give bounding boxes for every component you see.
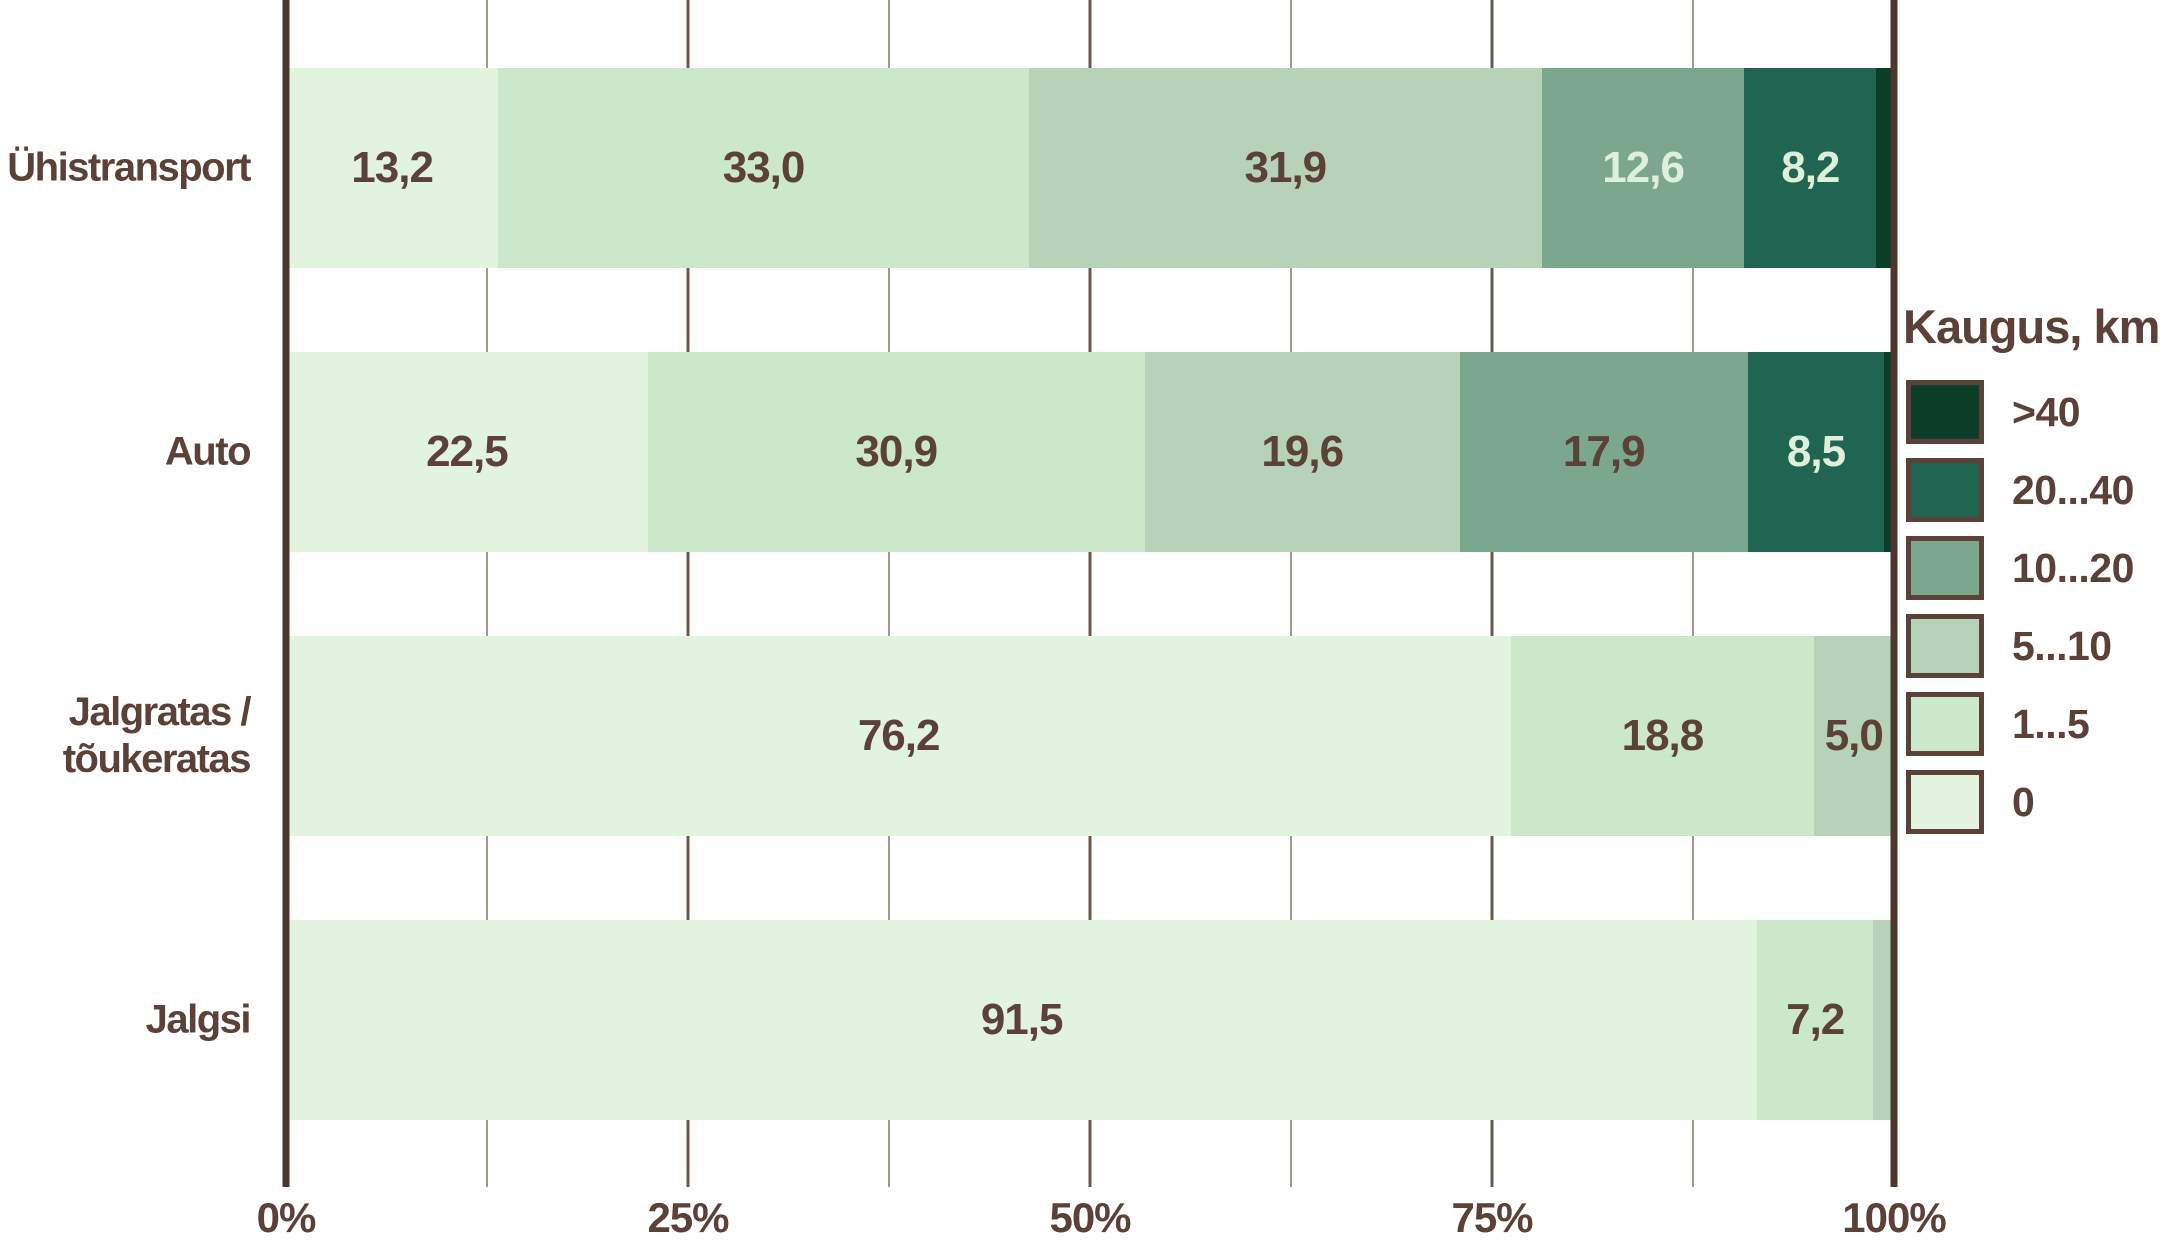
segment-value-label: 8,2 xyxy=(1781,143,1840,192)
grid-line xyxy=(686,0,690,1187)
segment-value-label: 13,2 xyxy=(351,143,434,192)
segment-value-label: 17,9 xyxy=(1562,427,1646,476)
bar-segment: 7,2 xyxy=(1757,920,1874,1120)
grid-line xyxy=(1490,0,1494,1187)
x-axis-tick-label: 75% xyxy=(1451,1194,1533,1241)
segment-value-label: 7,2 xyxy=(1786,995,1845,1044)
category-label: Auto xyxy=(0,428,252,475)
legend-entry-label: 0 xyxy=(2012,778,2035,825)
legend-swatch xyxy=(1906,536,1984,600)
bar-segment: 22,5 xyxy=(286,352,648,552)
bar-segment: 33,0 xyxy=(498,68,1029,268)
legend-entry-label: 1...5 xyxy=(2012,700,2090,747)
bar-row: 13,2 33,0 31,9 12,6 8,2 xyxy=(286,68,1894,268)
bar-segment xyxy=(1876,68,1894,268)
bar-segment: 91,5 xyxy=(286,920,1758,1120)
bar-row: 76,2 18,8 5,0 xyxy=(286,636,1894,836)
grid-line xyxy=(486,0,488,1187)
category-label-line: Auto xyxy=(164,429,252,474)
grid-line xyxy=(1290,0,1292,1187)
bar-segment: 13,2 xyxy=(286,68,499,268)
grid-line xyxy=(1088,0,1092,1187)
category-label-line: Jalgratas / xyxy=(68,689,252,734)
bar-row: 22,5 30,9 19,6 17,9 8,5 xyxy=(286,352,1894,552)
bar-segment: 19,6 xyxy=(1144,352,1460,552)
right-border-line xyxy=(1890,0,1898,1187)
segment-value-label: 18,8 xyxy=(1621,711,1705,760)
x-axis-tick-label: 50% xyxy=(1049,1194,1131,1241)
segment-value-label: 31,9 xyxy=(1244,143,1328,192)
bar-segment: 8,5 xyxy=(1747,352,1885,552)
segment-value-label: 30,9 xyxy=(855,427,938,476)
bar-row: 91,5 7,2 xyxy=(286,920,1894,1120)
category-label-line: tõukeratas xyxy=(62,737,252,781)
plot-area: 13,2 33,0 31,9 12,6 8,2 22,5 30,9 19,6 17,9 8,5 76… xyxy=(257,0,1947,1254)
segment-value-label: 12,6 xyxy=(1602,143,1685,192)
legend-entry: 5...10 xyxy=(1906,614,2112,678)
bar-segment xyxy=(1884,352,1894,552)
grid-line xyxy=(1692,0,1694,1187)
legend-entry-label: >40 xyxy=(2012,388,2081,435)
x-axis-tick-label: 100% xyxy=(1842,1194,1946,1241)
bar-segment: 76,2 xyxy=(286,636,1512,836)
grid-line xyxy=(888,0,890,1187)
x-axis-tick-label: 0% xyxy=(256,1194,317,1241)
legend-entry: >40 xyxy=(1906,380,2081,444)
category-label-line: Ühistransport xyxy=(7,145,251,190)
legend-entry: 1...5 xyxy=(1906,692,2090,756)
category-label: Ühistransport xyxy=(0,144,251,191)
legend-entry: 0 xyxy=(1906,770,2035,834)
bar-segment: 8,2 xyxy=(1744,68,1877,268)
legend-entry: 10...20 xyxy=(1906,536,2134,600)
legend-title: Kaugus, km xyxy=(1903,300,2160,353)
legend-entry: 20...40 xyxy=(1906,458,2134,522)
legend-swatch xyxy=(1906,770,1984,834)
bar-segment: 18,8 xyxy=(1511,636,1814,836)
legend-swatch xyxy=(1906,458,1984,522)
y-axis-line xyxy=(282,0,290,1187)
legend-entry-label: 10...20 xyxy=(2012,544,2134,591)
category-label: Jalgsi xyxy=(0,996,252,1043)
segment-value-label: 22,5 xyxy=(426,427,509,476)
legend-entry-label: 5...10 xyxy=(2012,622,2112,669)
bar-segment: 30,9 xyxy=(647,352,1145,552)
category-label-line: Jalgsi xyxy=(145,997,252,1042)
category-label: Jalgratas / tõukeratas xyxy=(0,689,252,783)
bar-segment: 17,9 xyxy=(1459,352,1748,552)
category-labels: Ühistransport Auto Jalgratas / tõukeratas Ja… xyxy=(0,0,252,1254)
legend-swatch xyxy=(1906,692,1984,756)
segment-value-label: 8,5 xyxy=(1786,427,1846,476)
bar-segment xyxy=(1873,920,1894,1120)
bar-segment: 12,6 xyxy=(1541,68,1745,268)
segment-value-label: 19,6 xyxy=(1261,427,1344,476)
segment-value-label: 76,2 xyxy=(857,711,941,760)
x-axis-tick-label: 25% xyxy=(647,1194,729,1241)
bar-segment: 31,9 xyxy=(1028,68,1542,268)
legend-entry-label: 20...40 xyxy=(2012,466,2134,513)
segment-value-label: 33,0 xyxy=(722,143,806,192)
segment-value-label: 91,5 xyxy=(980,995,1064,1044)
legend-swatch xyxy=(1906,614,1984,678)
legend-swatch xyxy=(1906,380,1984,444)
segment-value-label: 5,0 xyxy=(1824,711,1884,760)
bar-segment: 5,0 xyxy=(1813,636,1894,836)
